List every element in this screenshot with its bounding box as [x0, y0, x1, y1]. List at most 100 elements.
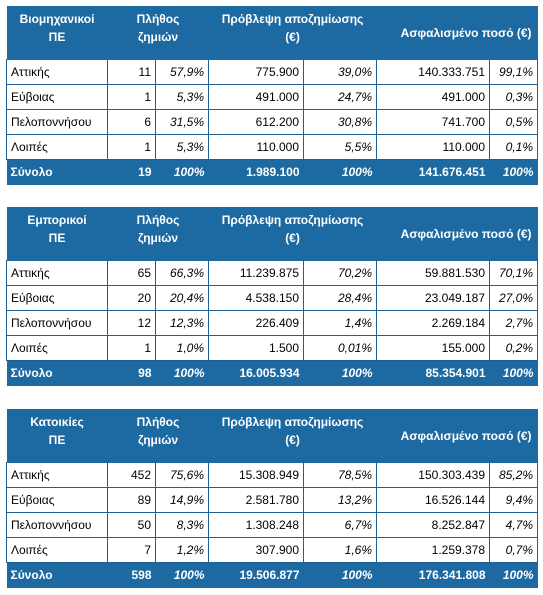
table-row: Εύβοιας 20 20,4% 4.538.150 28,4% 23.049.…	[6, 285, 539, 311]
total-count-pct: 100%	[155, 159, 209, 185]
region-cell: Λοιπές	[6, 537, 108, 563]
insured-pct-cell: 0,3%	[489, 84, 539, 110]
count-cell: 1	[107, 335, 156, 361]
count-pct-cell: 1,0%	[154, 335, 209, 361]
count-cell: 89	[107, 487, 156, 513]
region-cell: Πελοποννήσου	[6, 512, 108, 538]
provision-cell: 15.308.949	[208, 462, 304, 488]
table-row: Λοιπές 7 1,2% 307.900 1,6% 1.259.378 0,7…	[6, 537, 539, 563]
total-insured-pct: 100%	[489, 360, 538, 386]
provision-cell: 110.000	[208, 134, 304, 160]
insured-header: Ασφαλισμένο ποσό (€)	[376, 207, 538, 261]
insured-pct-cell: 85,2%	[489, 462, 539, 488]
total-insured: 141.676.451	[376, 159, 490, 185]
table-header-row: Κατοικίες ΠΕ Πλήθος ζημιών Πρόβλεψη αποζημ…	[6, 409, 538, 463]
region-cell: Αττικής	[6, 462, 108, 488]
total-count: 19	[107, 159, 156, 185]
provision-pct-cell: 30,8%	[303, 109, 377, 135]
provision-pct-cell: 70,2%	[303, 260, 377, 286]
insured-pct-cell: 70,1%	[489, 260, 539, 286]
provision-pct-cell: 13,2%	[303, 487, 377, 513]
total-count: 598	[107, 562, 156, 588]
provision-cell: 307.900	[208, 537, 304, 563]
total-label: Σύνολο	[6, 360, 108, 386]
total-row: Σύνολο 98 100% 16.005.934 100% 85.354.90…	[6, 360, 538, 386]
count-pct-cell: 66,3%	[154, 260, 209, 286]
total-provision-pct: 100%	[303, 159, 377, 185]
total-count: 98	[107, 360, 156, 386]
insured-pct-cell: 99,1%	[489, 59, 539, 85]
commercial-table: Εμπορικοί ΠΕ Πλήθος ζημιών Πρόβλεψη αποζημ…	[6, 207, 539, 386]
region-cell: Πελοποννήσου	[6, 109, 108, 135]
category-header: Κατοικίες ΠΕ	[6, 409, 108, 463]
region-cell: Εύβοιας	[6, 487, 108, 513]
insured-cell: 110.000	[376, 134, 490, 160]
insured-header: Ασφαλισμένο ποσό (€)	[376, 6, 538, 60]
provision-pct-cell: 6,7%	[303, 512, 377, 538]
provision-header: Πρόβλεψη αποζημίωσης (€)	[208, 207, 377, 261]
count-pct-cell: 57,9%	[154, 59, 209, 85]
count-header: Πλήθος ζημιών	[107, 207, 209, 261]
table-header-row: Εμπορικοί ΠΕ Πλήθος ζημιών Πρόβλεψη αποζημ…	[6, 207, 538, 261]
total-label: Σύνολο	[6, 159, 108, 185]
provision-cell: 491.000	[208, 84, 304, 110]
provision-header: Πρόβλεψη αποζημίωσης (€)	[208, 409, 377, 463]
table-row: Αττικής 452 75,6% 15.308.949 78,5% 150.3…	[6, 462, 539, 488]
region-cell: Λοιπές	[6, 134, 108, 160]
count-pct-cell: 12,3%	[154, 310, 209, 336]
provision-pct-cell: 78,5%	[303, 462, 377, 488]
count-cell: 7	[107, 537, 156, 563]
table-row: Εύβοιας 1 5,3% 491.000 24,7% 491.000 0,3…	[6, 84, 539, 110]
count-pct-cell: 5,3%	[154, 84, 209, 110]
count-pct-cell: 8,3%	[154, 512, 209, 538]
insured-cell: 150.303.439	[376, 462, 490, 488]
insured-pct-cell: 9,4%	[489, 487, 539, 513]
industrial-table: Βιομηχανικοί ΠΕ Πλήθος ζημιών Πρόβλεψη απο…	[6, 6, 539, 185]
total-provision: 16.005.934	[208, 360, 304, 386]
count-pct-cell: 14,9%	[154, 487, 209, 513]
insured-pct-cell: 0,5%	[489, 109, 539, 135]
provision-pct-cell: 24,7%	[303, 84, 377, 110]
region-cell: Λοιπές	[6, 335, 108, 361]
insured-header: Ασφαλισμένο ποσό (€)	[376, 409, 538, 463]
count-pct-cell: 31,5%	[154, 109, 209, 135]
region-cell: Αττικής	[6, 59, 108, 85]
insured-cell: 2.269.184	[376, 310, 490, 336]
provision-pct-cell: 0,01%	[303, 335, 377, 361]
count-cell: 65	[107, 260, 156, 286]
insured-cell: 155.000	[376, 335, 490, 361]
total-row: Σύνολο 598 100% 19.506.877 100% 176.341.…	[6, 562, 538, 588]
provision-cell: 2.581.780	[208, 487, 304, 513]
insured-cell: 59.881.530	[376, 260, 490, 286]
provision-cell: 4.538.150	[208, 285, 304, 311]
provision-cell: 11.239.875	[208, 260, 304, 286]
total-insured-pct: 100%	[489, 562, 538, 588]
total-insured-pct: 100%	[489, 159, 538, 185]
count-cell: 50	[107, 512, 156, 538]
count-cell: 1	[107, 84, 156, 110]
region-cell: Εύβοιας	[6, 84, 108, 110]
count-pct-cell: 75,6%	[154, 462, 209, 488]
residential-table: Κατοικίες ΠΕ Πλήθος ζημιών Πρόβλεψη αποζημ…	[6, 409, 539, 588]
table-row: Λοιπές 1 5,3% 110.000 5,5% 110.000 0,1%	[6, 134, 539, 160]
total-count-pct: 100%	[155, 562, 209, 588]
provision-pct-cell: 5,5%	[303, 134, 377, 160]
insured-cell: 8.252.847	[376, 512, 490, 538]
table-row: Λοιπές 1 1,0% 1.500 0,01% 155.000 0,2%	[6, 335, 539, 361]
count-cell: 12	[107, 310, 156, 336]
category-header: Βιομηχανικοί ΠΕ	[6, 6, 108, 60]
total-provision: 1.989.100	[208, 159, 304, 185]
total-label: Σύνολο	[6, 562, 108, 588]
insured-pct-cell: 2,7%	[489, 310, 539, 336]
provision-header: Πρόβλεψη αποζημίωσης (€)	[208, 6, 377, 60]
provision-cell: 1.500	[208, 335, 304, 361]
total-count-pct: 100%	[155, 360, 209, 386]
provision-pct-cell: 39,0%	[303, 59, 377, 85]
provision-cell: 1.308.248	[208, 512, 304, 538]
provision-cell: 775.900	[208, 59, 304, 85]
insured-cell: 140.333.751	[376, 59, 490, 85]
insured-cell: 491.000	[376, 84, 490, 110]
table-row: Πελοποννήσου 12 12,3% 226.409 1,4% 2.269…	[6, 310, 539, 336]
count-cell: 20	[107, 285, 156, 311]
insured-pct-cell: 27,0%	[489, 285, 539, 311]
